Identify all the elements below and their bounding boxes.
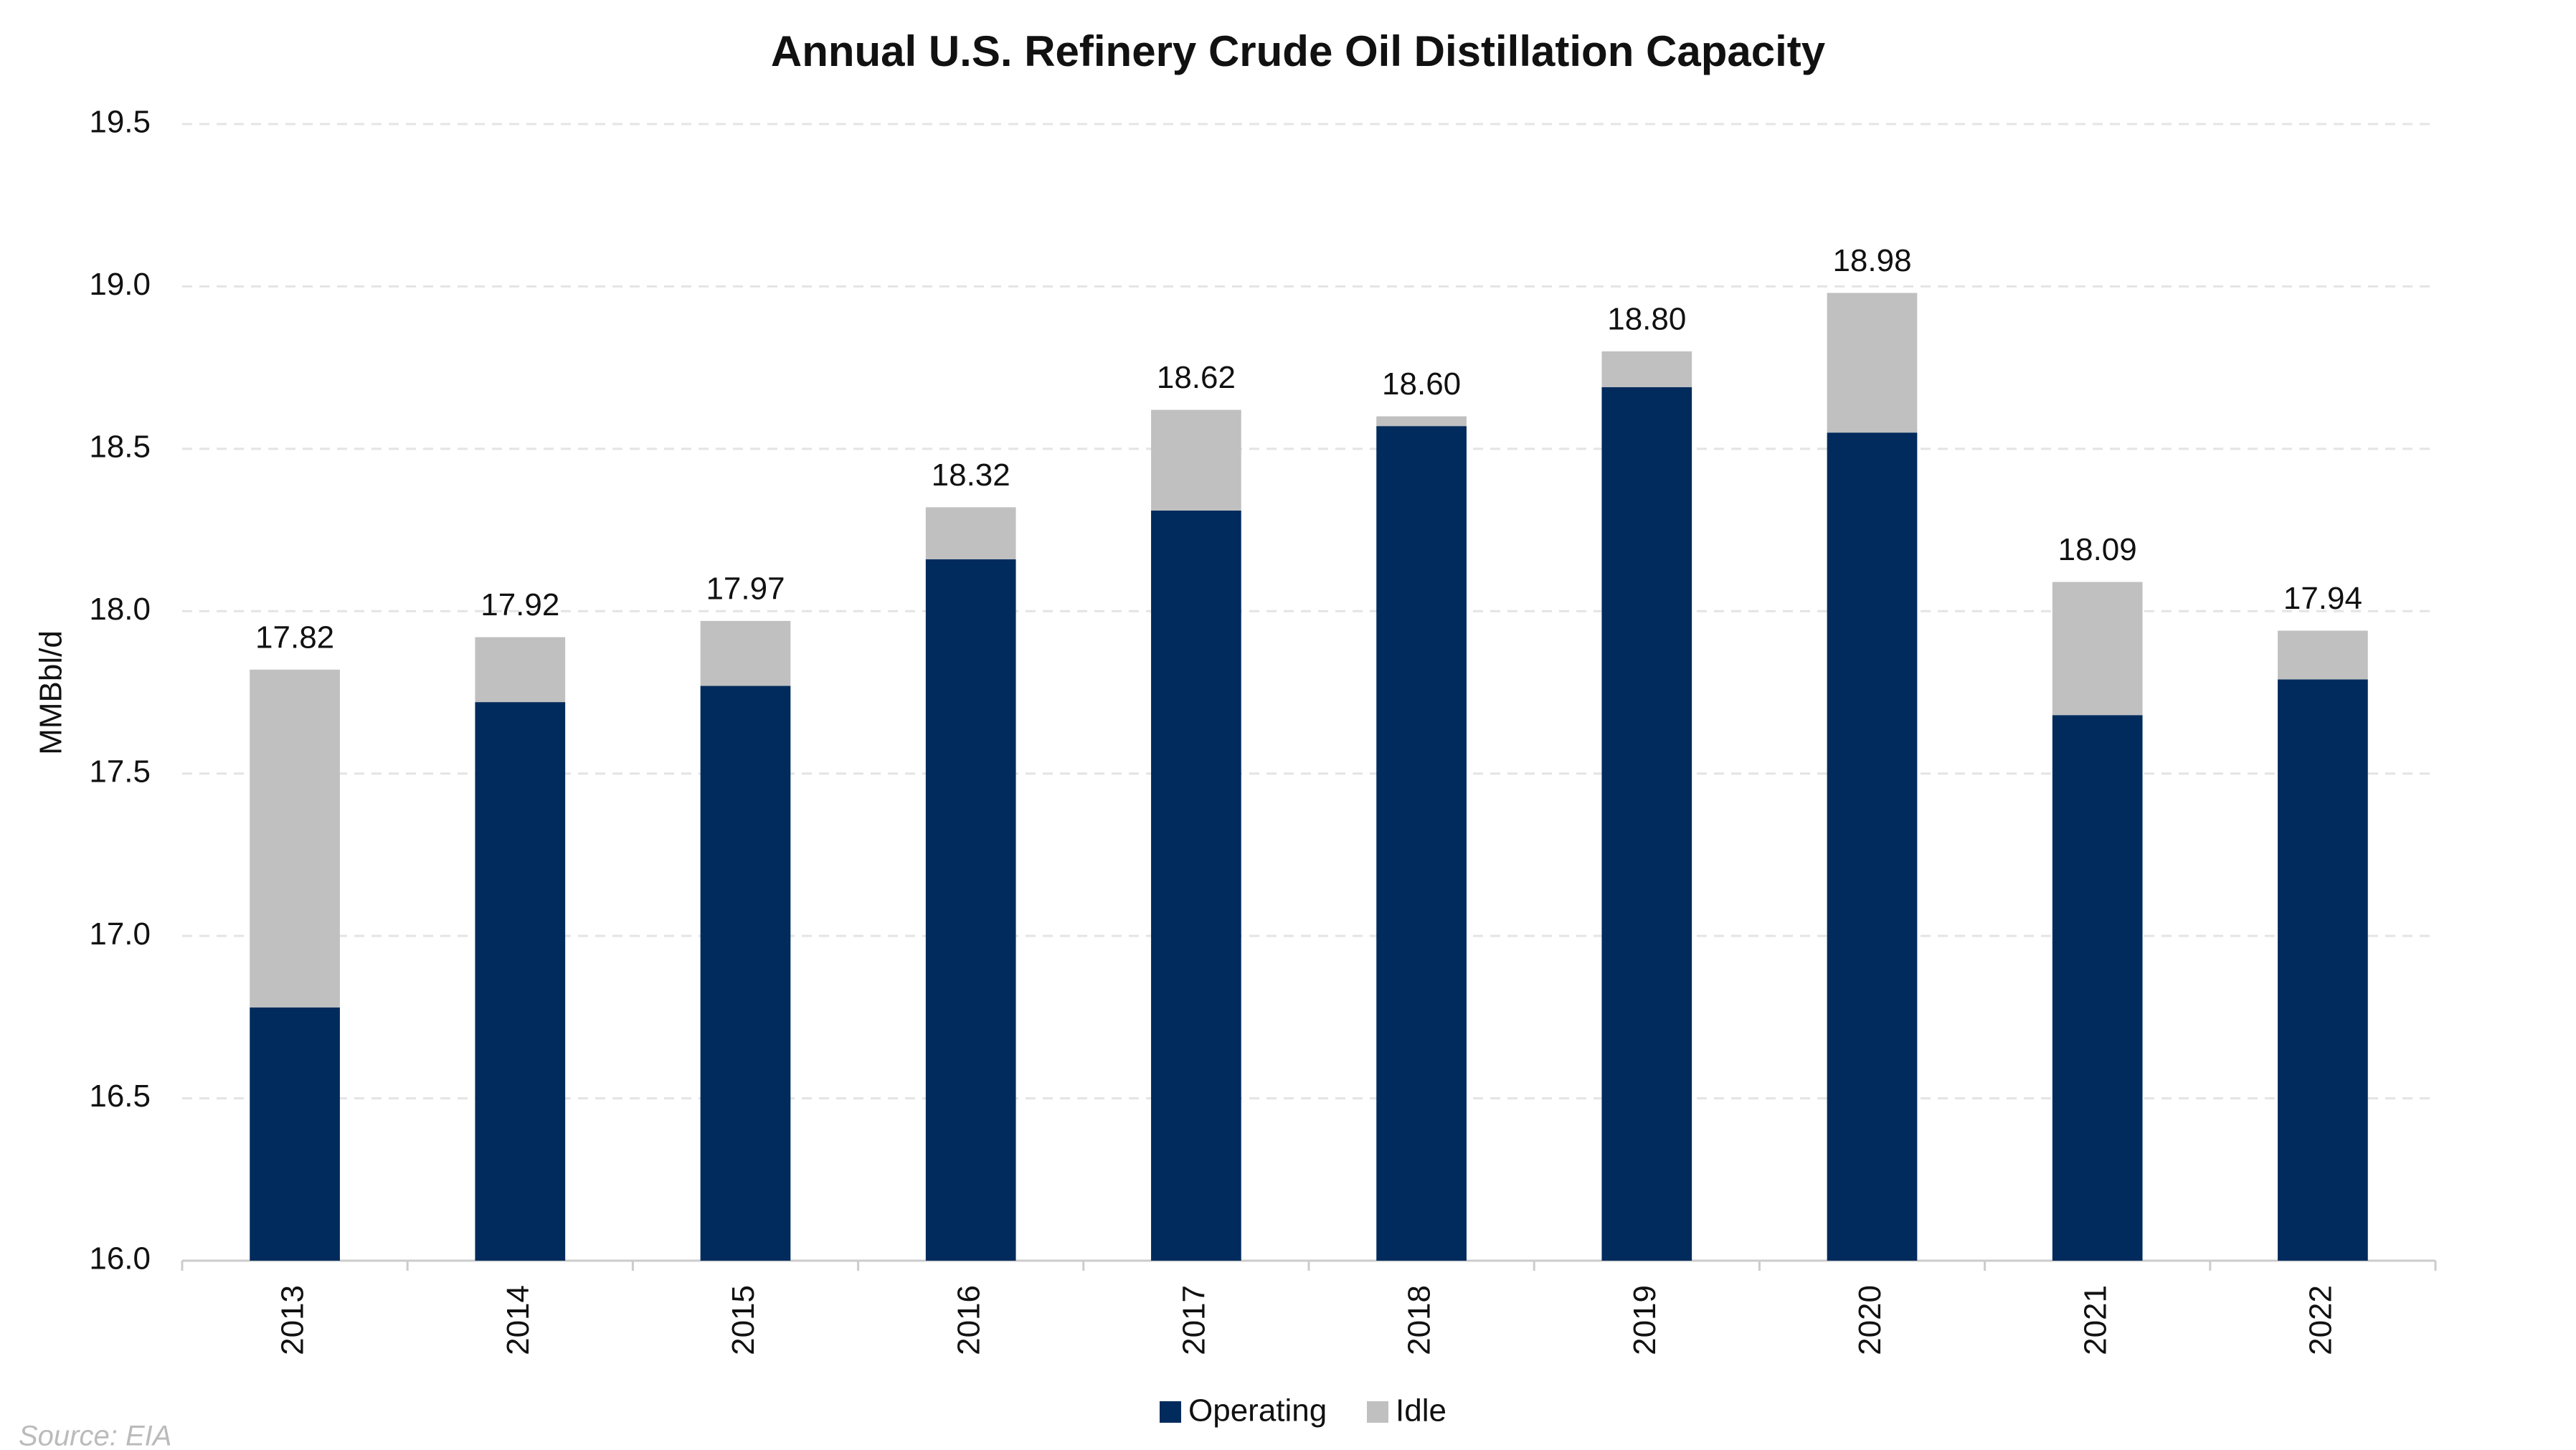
y-tick-label: 18.5 — [89, 429, 151, 464]
x-tick-label: 2016 — [951, 1285, 986, 1355]
x-tick-label: 2020 — [1852, 1285, 1888, 1355]
x-tick-label: 2018 — [1402, 1285, 1437, 1355]
bar-segment — [1151, 409, 1241, 511]
total-label: 18.62 — [1157, 360, 1236, 395]
total-label: 17.97 — [706, 571, 785, 606]
legend-swatch — [1160, 1401, 1181, 1423]
legend-swatch — [1367, 1401, 1388, 1423]
x-tick-label: 2022 — [2303, 1285, 2339, 1355]
y-tick-label: 17.5 — [89, 754, 151, 789]
bar-segment — [2278, 679, 2368, 1261]
bar-segment — [475, 702, 566, 1261]
x-tick-label: 2017 — [1177, 1285, 1212, 1355]
y-tick-label: 17.0 — [89, 916, 151, 952]
bar-segment — [1376, 426, 1467, 1261]
total-label: 17.92 — [480, 587, 559, 622]
x-tick-label: 2014 — [501, 1285, 536, 1355]
bar-segment — [250, 1007, 340, 1261]
bar-segment — [1827, 293, 1918, 433]
total-label: 18.98 — [1832, 243, 1911, 278]
x-tick-label: 2021 — [2078, 1285, 2113, 1355]
bar-segment — [925, 507, 1016, 559]
source-note: Source: EIA — [19, 1421, 171, 1450]
bar-segment — [925, 559, 1016, 1261]
y-tick-label: 19.5 — [89, 105, 151, 140]
bar-segment — [475, 637, 566, 703]
y-tick-label: 19.0 — [89, 267, 151, 302]
y-tick-label: 18.0 — [89, 592, 151, 627]
x-tick-label: 2013 — [275, 1285, 311, 1355]
bar-segment — [2052, 582, 2143, 716]
x-tick-label: 2015 — [726, 1285, 761, 1355]
bar-segment — [250, 669, 340, 1008]
bar-segment — [1376, 416, 1467, 427]
legend-label: Operating — [1188, 1393, 1327, 1428]
bar-segment — [1601, 387, 1692, 1261]
total-label: 18.60 — [1382, 366, 1461, 402]
total-label: 17.82 — [255, 620, 334, 655]
bar-segment — [2278, 630, 2368, 680]
total-label: 18.09 — [2058, 532, 2137, 567]
bar-segment — [1827, 432, 1918, 1261]
y-tick-label: 16.0 — [89, 1241, 151, 1276]
bar-segment — [1151, 510, 1241, 1261]
total-label: 18.80 — [1607, 302, 1686, 337]
bar-segment — [700, 620, 791, 686]
bar-segment — [2052, 715, 2143, 1261]
bar-segment — [700, 686, 791, 1261]
y-axis-label: MMBbl/d — [34, 630, 69, 755]
y-tick-label: 16.5 — [89, 1079, 151, 1114]
x-tick-label: 2019 — [1627, 1285, 1662, 1355]
total-label: 17.94 — [2283, 581, 2362, 616]
bar-segment — [1601, 351, 1692, 387]
chart-title: Annual U.S. Refinery Crude Oil Distillat… — [771, 27, 1826, 75]
legend-label: Idle — [1396, 1393, 1446, 1428]
total-label: 18.32 — [932, 458, 1010, 493]
